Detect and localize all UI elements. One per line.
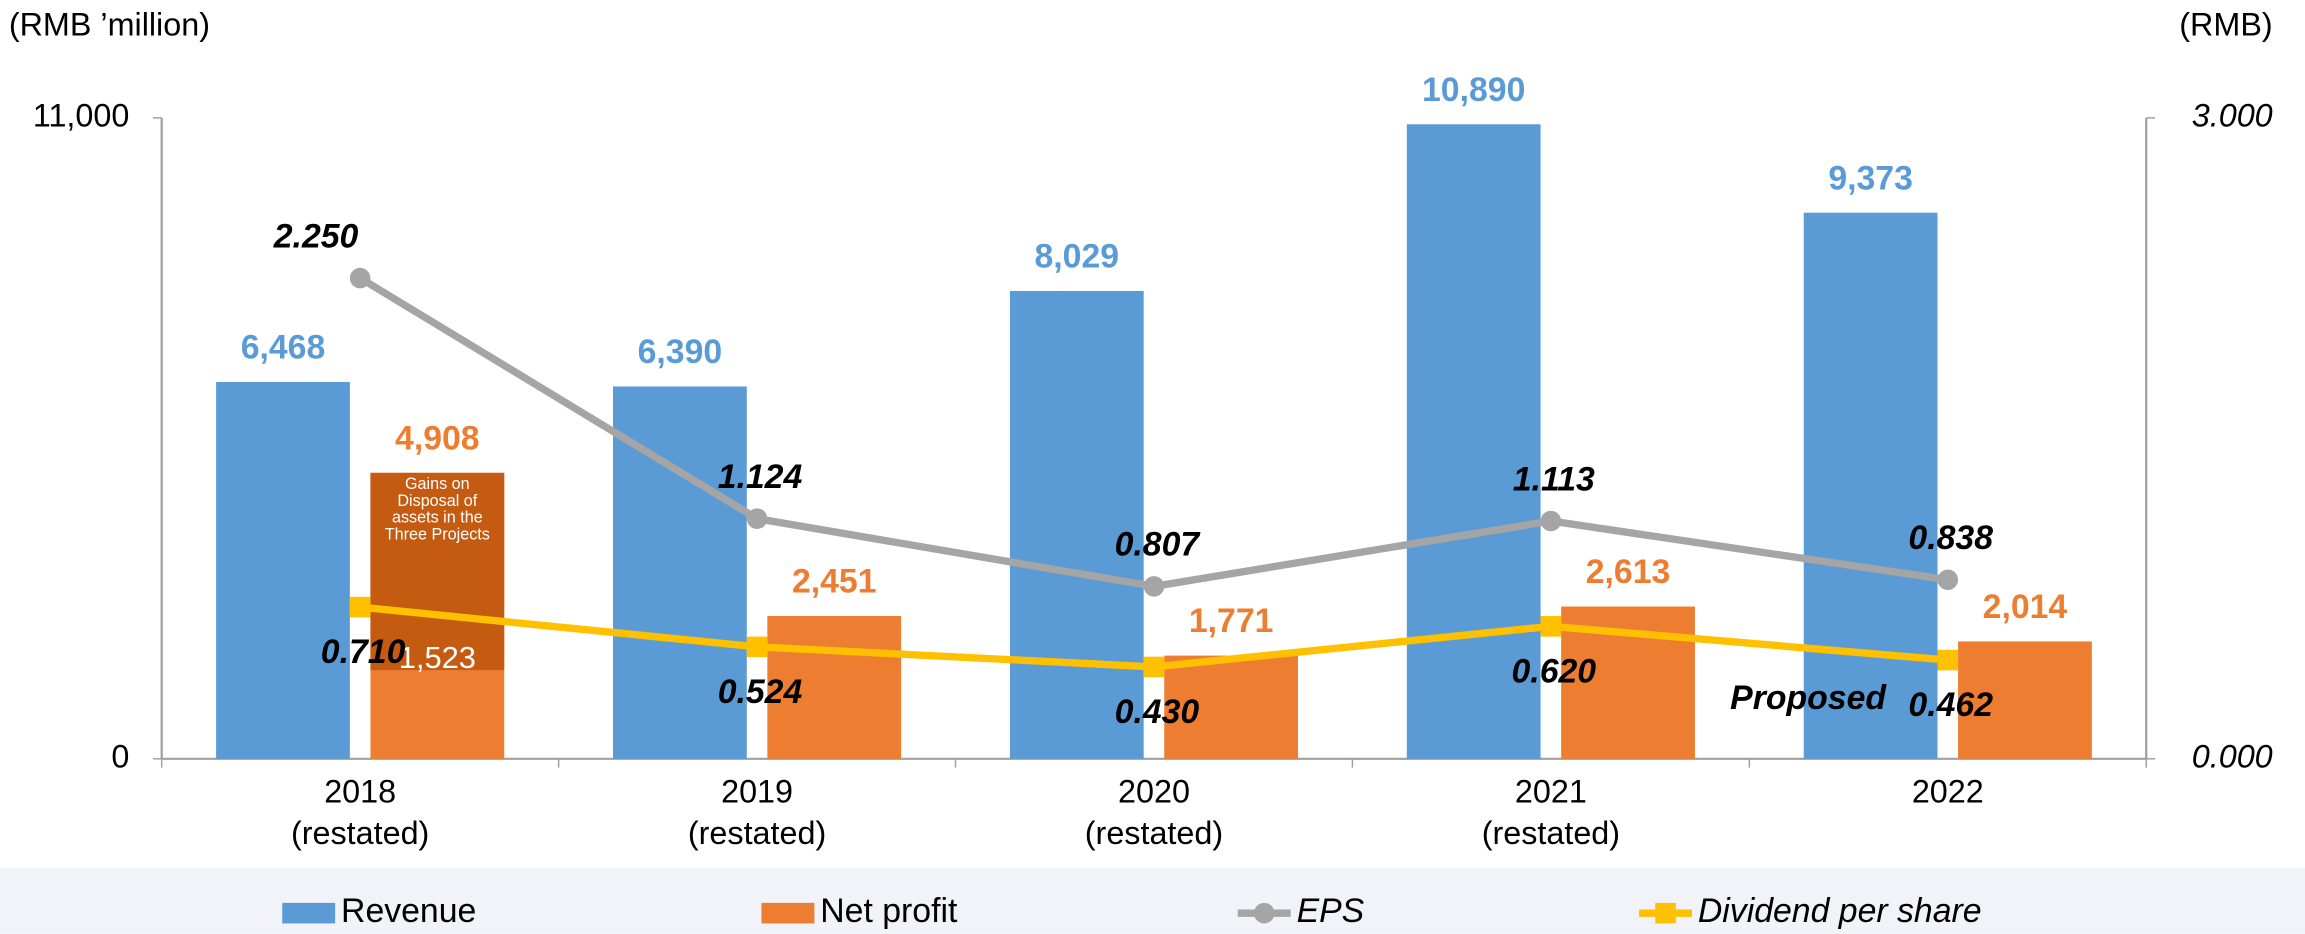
y2-tick-label: 3.000 <box>2192 97 2273 133</box>
marker <box>1540 616 1562 637</box>
legend-label: EPS <box>1297 892 1365 930</box>
value-label: 0.807 <box>1115 526 1202 564</box>
bar <box>216 381 350 759</box>
value-label: 0.462 <box>1908 686 1993 724</box>
marker <box>746 636 768 658</box>
breakdown-label: assets in the <box>392 509 483 527</box>
value-label: 0.838 <box>1908 519 1993 557</box>
y2-tick-label: 0.000 <box>2192 738 2273 774</box>
bar <box>1958 641 2092 759</box>
bar <box>1406 124 1541 759</box>
value-label: 2,014 <box>1983 588 2068 626</box>
x-tick-label: 2022 <box>1912 774 1984 810</box>
marker <box>349 267 371 289</box>
bar <box>1009 290 1144 759</box>
x-tick-label: (restated) <box>291 815 429 851</box>
value-label: 9,373 <box>1828 159 1913 197</box>
bar <box>1164 655 1299 759</box>
marker <box>1143 656 1165 678</box>
value-label: 2,613 <box>1586 553 1671 591</box>
value-label: 0.710 <box>321 633 406 671</box>
value-label: 1,771 <box>1189 602 1274 640</box>
x-tick-label: 2021 <box>1515 774 1587 810</box>
x-tick-label: (restated) <box>1085 815 1223 851</box>
legend-swatch <box>761 902 815 924</box>
value-label: 2,451 <box>792 563 877 601</box>
marker <box>746 508 768 529</box>
y-tick-label: 11,000 <box>33 97 129 133</box>
value-label: 4,908 <box>395 419 480 457</box>
legend-band <box>0 867 2305 934</box>
y-tick-label: 0 <box>111 738 129 774</box>
bar <box>767 615 902 759</box>
bar <box>1803 212 1938 759</box>
value-label: 6,468 <box>241 329 326 367</box>
legend-label: Revenue <box>341 892 476 930</box>
y-unit-label: (RMB ’million) <box>9 6 210 42</box>
value-label: 1.113 <box>1513 460 1595 498</box>
breakdown-segment <box>370 472 505 671</box>
value-label: 8,029 <box>1035 238 1120 276</box>
breakdown-label: Disposal of <box>397 492 477 510</box>
x-tick-label: 2018 <box>324 774 396 810</box>
x-tick-label: 2019 <box>721 774 793 810</box>
legend-label: Dividend per share <box>1698 892 1982 930</box>
value-label: 2.250 <box>273 217 359 255</box>
breakdown-base-label: 1,523 <box>399 640 476 675</box>
annotation: Proposed <box>1730 679 1887 717</box>
breakdown-label: Gains on <box>405 475 470 493</box>
value-label: 0.524 <box>718 673 803 711</box>
value-label: 6,390 <box>638 333 723 371</box>
legend-label: Net profit <box>820 892 958 930</box>
y2-unit-label: (RMB) <box>2179 6 2272 42</box>
value-label: 0.430 <box>1115 693 1200 731</box>
marker <box>1937 649 1959 671</box>
breakdown-label: Three Projects <box>385 526 490 544</box>
value-label: 1.124 <box>718 458 803 496</box>
x-tick-label: (restated) <box>1482 815 1620 851</box>
value-label: 0.620 <box>1512 652 1597 690</box>
marker <box>1937 569 1959 591</box>
marker <box>1143 576 1165 597</box>
value-label: 10,890 <box>1422 71 1525 109</box>
legend-marker <box>1253 902 1275 924</box>
legend-marker <box>1655 902 1676 924</box>
legend-swatch <box>282 902 336 924</box>
marker <box>1540 510 1562 532</box>
x-tick-label: 2020 <box>1118 774 1190 810</box>
x-tick-label: (restated) <box>688 815 826 851</box>
marker <box>349 596 371 618</box>
